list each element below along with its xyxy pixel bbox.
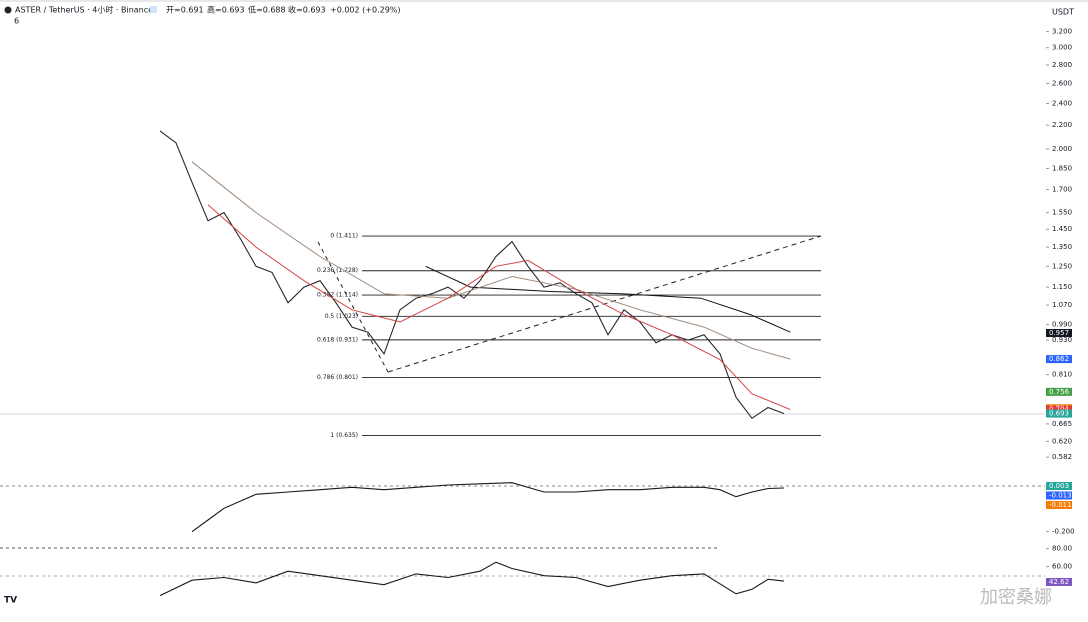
price-badge-label: 0.862 — [1049, 355, 1069, 363]
y-tick-label: 80.00 — [1052, 545, 1072, 553]
symbol: ASTER / TetherUS · 4小时 · Binance — [15, 5, 153, 15]
y-tick-label: 2.800 — [1052, 61, 1072, 69]
fib-label: 0.618 (0.931) — [317, 336, 358, 343]
y-tick-label: 2.200 — [1052, 121, 1072, 129]
y-tick-label: 0.990 — [1052, 321, 1072, 329]
series-line — [159, 130, 785, 420]
watermark: 加密桑娜 — [980, 587, 1052, 608]
y-tick-label: 3.000 — [1052, 44, 1072, 52]
ohlc-high: 高=0.693 — [207, 5, 245, 15]
series-line — [425, 265, 791, 333]
fib-label: 0 (1.411) — [330, 233, 358, 240]
y-tick-label: 2.000 — [1052, 145, 1072, 153]
price-badge-label: 0.003 — [1049, 482, 1069, 490]
y-tick-label: 1.250 — [1052, 262, 1072, 270]
price-badge — [1046, 578, 1072, 586]
fib-label: 0.236 (1.228) — [317, 267, 358, 274]
flag-icon — [150, 6, 157, 13]
y-tick-label: 0.665 — [1052, 420, 1072, 428]
symbol-icon — [4, 6, 12, 14]
y-tick-label: 1.700 — [1052, 186, 1072, 194]
price-badge — [1046, 328, 1072, 337]
indicator-count: 6 — [14, 17, 19, 26]
series-line — [191, 482, 785, 533]
fib-label: 1 (0.635) — [330, 432, 358, 439]
fib-label: 0.382 (1.114) — [317, 292, 358, 299]
y-tick-label: -0.200 — [1052, 528, 1075, 536]
y-tick-label: 60.00 — [1052, 563, 1072, 571]
currency: USDT — [1052, 8, 1074, 17]
logo: TV — [4, 596, 17, 606]
series-line — [191, 161, 791, 360]
y-tick-label: 3.200 — [1052, 28, 1072, 36]
y-tick-label: 1.150 — [1052, 283, 1072, 291]
price-badge-label: 0.756 — [1049, 388, 1070, 396]
price-badge — [1046, 491, 1072, 500]
price-badge-label: 0.957 — [1049, 329, 1069, 337]
price-badge-label: -0.011 — [1049, 501, 1072, 509]
series-line — [207, 204, 791, 411]
y-tick-label: 1.850 — [1052, 164, 1072, 172]
price-badge — [1046, 482, 1072, 490]
y-tick-label: 0.582 — [1052, 453, 1072, 461]
y-tick-label: 2.400 — [1052, 99, 1072, 107]
fib-label: 0.786 (0.801) — [317, 374, 358, 381]
price-badge-label: 0.693 — [1049, 410, 1069, 418]
fib-label: 0.5 (1.023) — [325, 313, 358, 320]
price-badge-label: 42.62 — [1049, 578, 1069, 586]
y-tick-label: 1.450 — [1052, 225, 1072, 233]
series-line — [159, 561, 785, 597]
y-tick-label: 1.070 — [1052, 301, 1072, 309]
y-tick-label: 2.600 — [1052, 79, 1072, 87]
ohlc-low: 低=0.688 — [248, 5, 286, 15]
price-badge-label: -0.013 — [1049, 492, 1072, 500]
price-badge — [1046, 501, 1072, 509]
price-badge — [1046, 409, 1072, 418]
y-tick-label: 0.810 — [1052, 371, 1072, 379]
ohlc-change: +0.002 (+0.29%) — [330, 6, 401, 15]
y-tick-label: 0.930 — [1052, 336, 1072, 344]
y-tick-label: 0.620 — [1052, 437, 1072, 445]
price-badge — [1046, 387, 1072, 396]
y-tick-label: 1.350 — [1052, 243, 1072, 251]
price-badge — [1046, 355, 1072, 364]
trend-line — [317, 241, 389, 373]
ohlc-open: 开=0.691 — [166, 6, 204, 15]
ohlc-close: 收=0.693 — [288, 5, 326, 15]
y-tick-label: 1.550 — [1052, 209, 1072, 217]
